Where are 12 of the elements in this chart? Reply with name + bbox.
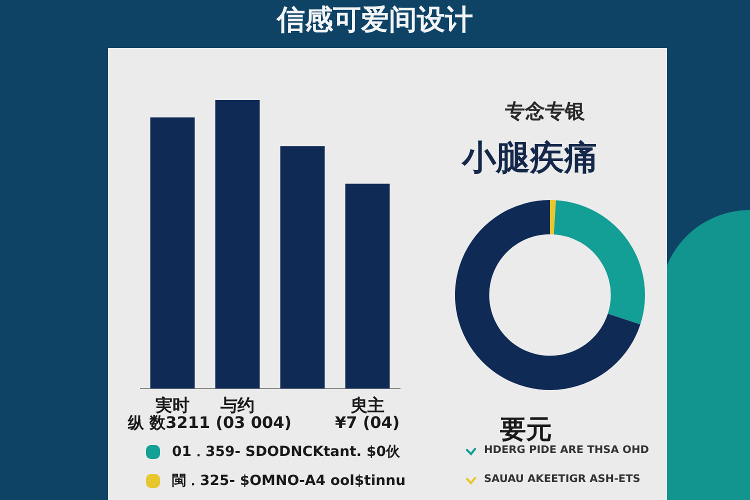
bar [280,146,325,389]
text: 閩．325‑ $OMNO‑A4 ool$tinnu [172,472,406,490]
chart-title: 信感可爱间设计 [275,2,474,38]
text: 要元 [500,414,552,445]
text: HDERG PIDE ARE THSA OHD [484,444,649,456]
bar [215,100,260,389]
bar [345,184,390,389]
bar [150,117,195,389]
chart-subtitle: 专念专银 [505,98,585,125]
chart-title: 小腿疾痛 [462,137,598,180]
text: SAUAU AKEETIGR ASH‑ETS [484,473,640,485]
text: 01．359‑ SDODNCKtant. $0伙 [172,443,400,461]
